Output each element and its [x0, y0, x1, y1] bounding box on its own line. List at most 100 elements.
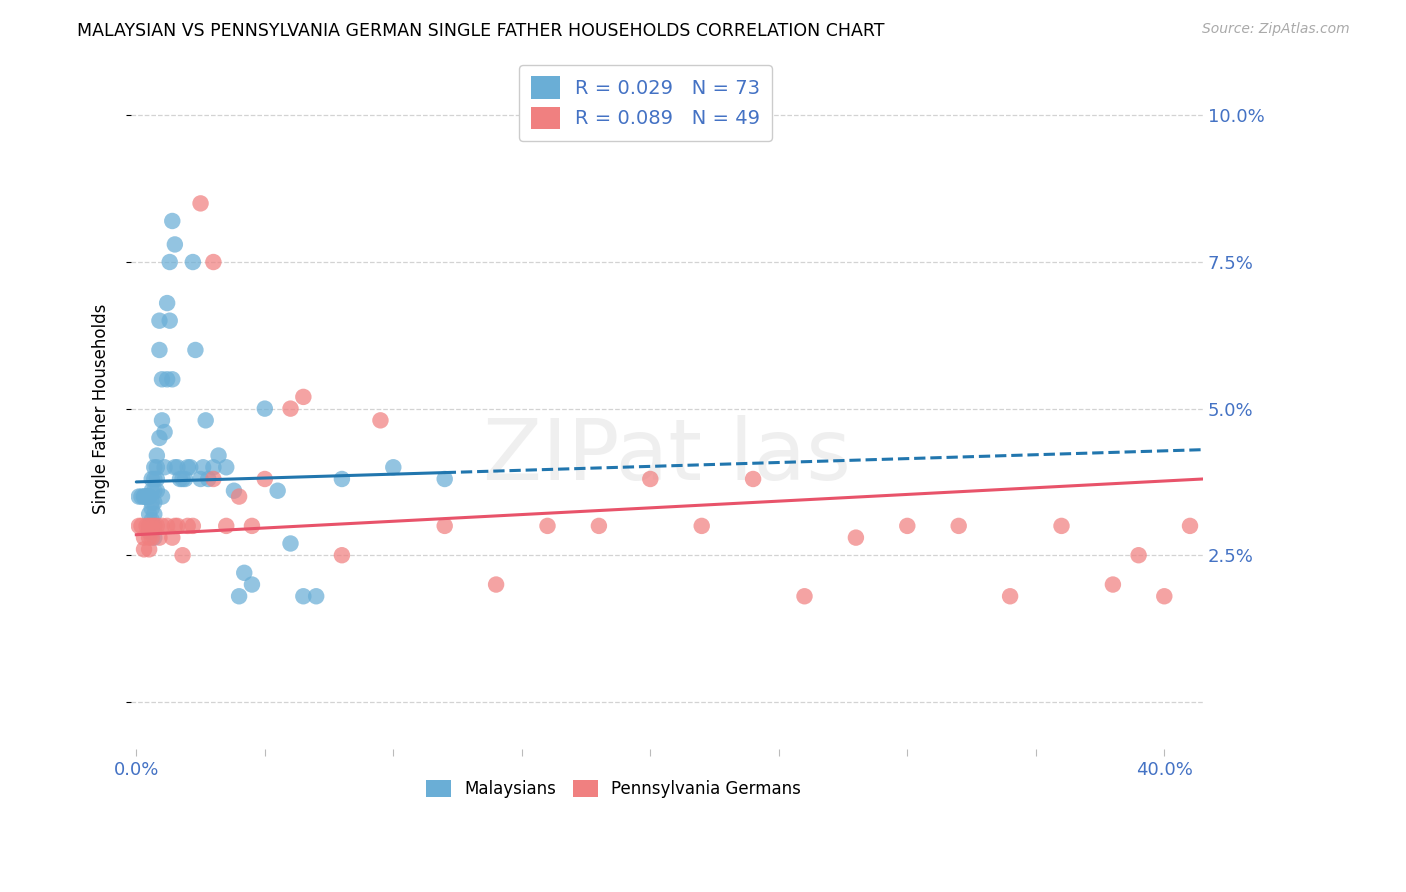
Point: [138, 519, 160, 533]
Point: [156, 519, 179, 533]
Point: [132, 490, 155, 504]
Point: [156, 296, 179, 310]
Point: [135, 490, 157, 504]
Point: [141, 501, 163, 516]
Point: [194, 413, 217, 427]
Point: [143, 495, 166, 509]
Point: [191, 460, 214, 475]
Point: [132, 531, 155, 545]
Point: [156, 372, 179, 386]
Point: [433, 519, 456, 533]
Point: [998, 589, 1021, 603]
Point: [215, 460, 238, 475]
Point: [266, 483, 288, 498]
Point: [166, 460, 188, 475]
Point: [135, 490, 157, 504]
Point: [292, 589, 315, 603]
Point: [148, 313, 170, 327]
Point: [330, 548, 353, 562]
Point: [138, 524, 160, 539]
Point: [1050, 519, 1073, 533]
Point: [197, 472, 219, 486]
Point: [148, 531, 170, 545]
Point: [370, 413, 392, 427]
Point: [215, 519, 238, 533]
Point: [177, 519, 200, 533]
Point: [138, 519, 160, 533]
Point: [179, 460, 201, 475]
Point: [141, 513, 163, 527]
Point: [138, 507, 160, 521]
Point: [146, 519, 169, 533]
Point: [131, 519, 153, 533]
Point: [253, 401, 276, 416]
Point: [141, 472, 163, 486]
Point: [162, 214, 184, 228]
Point: [485, 577, 508, 591]
Point: [793, 589, 815, 603]
Point: [143, 472, 166, 486]
Point: [148, 343, 170, 357]
Point: [181, 519, 204, 533]
Point: [143, 483, 166, 498]
Point: [1178, 519, 1201, 533]
Point: [153, 425, 176, 439]
Legend: Malaysians, Pennsylvania Germans: Malaysians, Pennsylvania Germans: [419, 773, 807, 805]
Point: [138, 531, 160, 545]
Point: [162, 372, 184, 386]
Point: [169, 472, 191, 486]
Point: [202, 255, 225, 269]
Point: [150, 519, 173, 533]
Point: [159, 255, 181, 269]
Point: [202, 460, 225, 475]
Point: [150, 490, 173, 504]
Point: [143, 519, 166, 533]
Point: [131, 490, 153, 504]
Point: [143, 519, 166, 533]
Point: [280, 401, 302, 416]
Point: [948, 519, 970, 533]
Point: [153, 460, 176, 475]
Point: [253, 472, 276, 486]
Point: [138, 490, 160, 504]
Point: [1153, 589, 1175, 603]
Point: [433, 472, 456, 486]
Point: [222, 483, 245, 498]
Point: [143, 460, 166, 475]
Point: [292, 390, 315, 404]
Point: [150, 372, 173, 386]
Point: [233, 566, 256, 580]
Point: [128, 490, 150, 504]
Text: ZIPat las: ZIPat las: [484, 415, 851, 498]
Point: [132, 542, 155, 557]
Point: [240, 577, 263, 591]
Point: [146, 483, 169, 498]
Point: [240, 519, 263, 533]
Text: Source: ZipAtlas.com: Source: ZipAtlas.com: [1202, 22, 1350, 37]
Point: [146, 472, 169, 486]
Point: [280, 536, 302, 550]
Point: [228, 589, 250, 603]
Point: [690, 519, 713, 533]
Point: [207, 449, 229, 463]
Point: [138, 490, 160, 504]
Point: [146, 460, 169, 475]
Point: [382, 460, 405, 475]
Point: [181, 255, 204, 269]
Point: [135, 490, 157, 504]
Point: [163, 460, 186, 475]
Point: [141, 483, 163, 498]
Point: [138, 542, 160, 557]
Point: [141, 495, 163, 509]
Point: [172, 548, 194, 562]
Point: [166, 519, 188, 533]
Point: [896, 519, 918, 533]
Text: MALAYSIAN VS PENNSYLVANIA GERMAN SINGLE FATHER HOUSEHOLDS CORRELATION CHART: MALAYSIAN VS PENNSYLVANIA GERMAN SINGLE …: [77, 22, 884, 40]
Point: [174, 472, 197, 486]
Point: [162, 531, 184, 545]
Point: [305, 589, 328, 603]
Point: [742, 472, 765, 486]
Point: [138, 490, 160, 504]
Point: [143, 531, 166, 545]
Point: [228, 490, 250, 504]
